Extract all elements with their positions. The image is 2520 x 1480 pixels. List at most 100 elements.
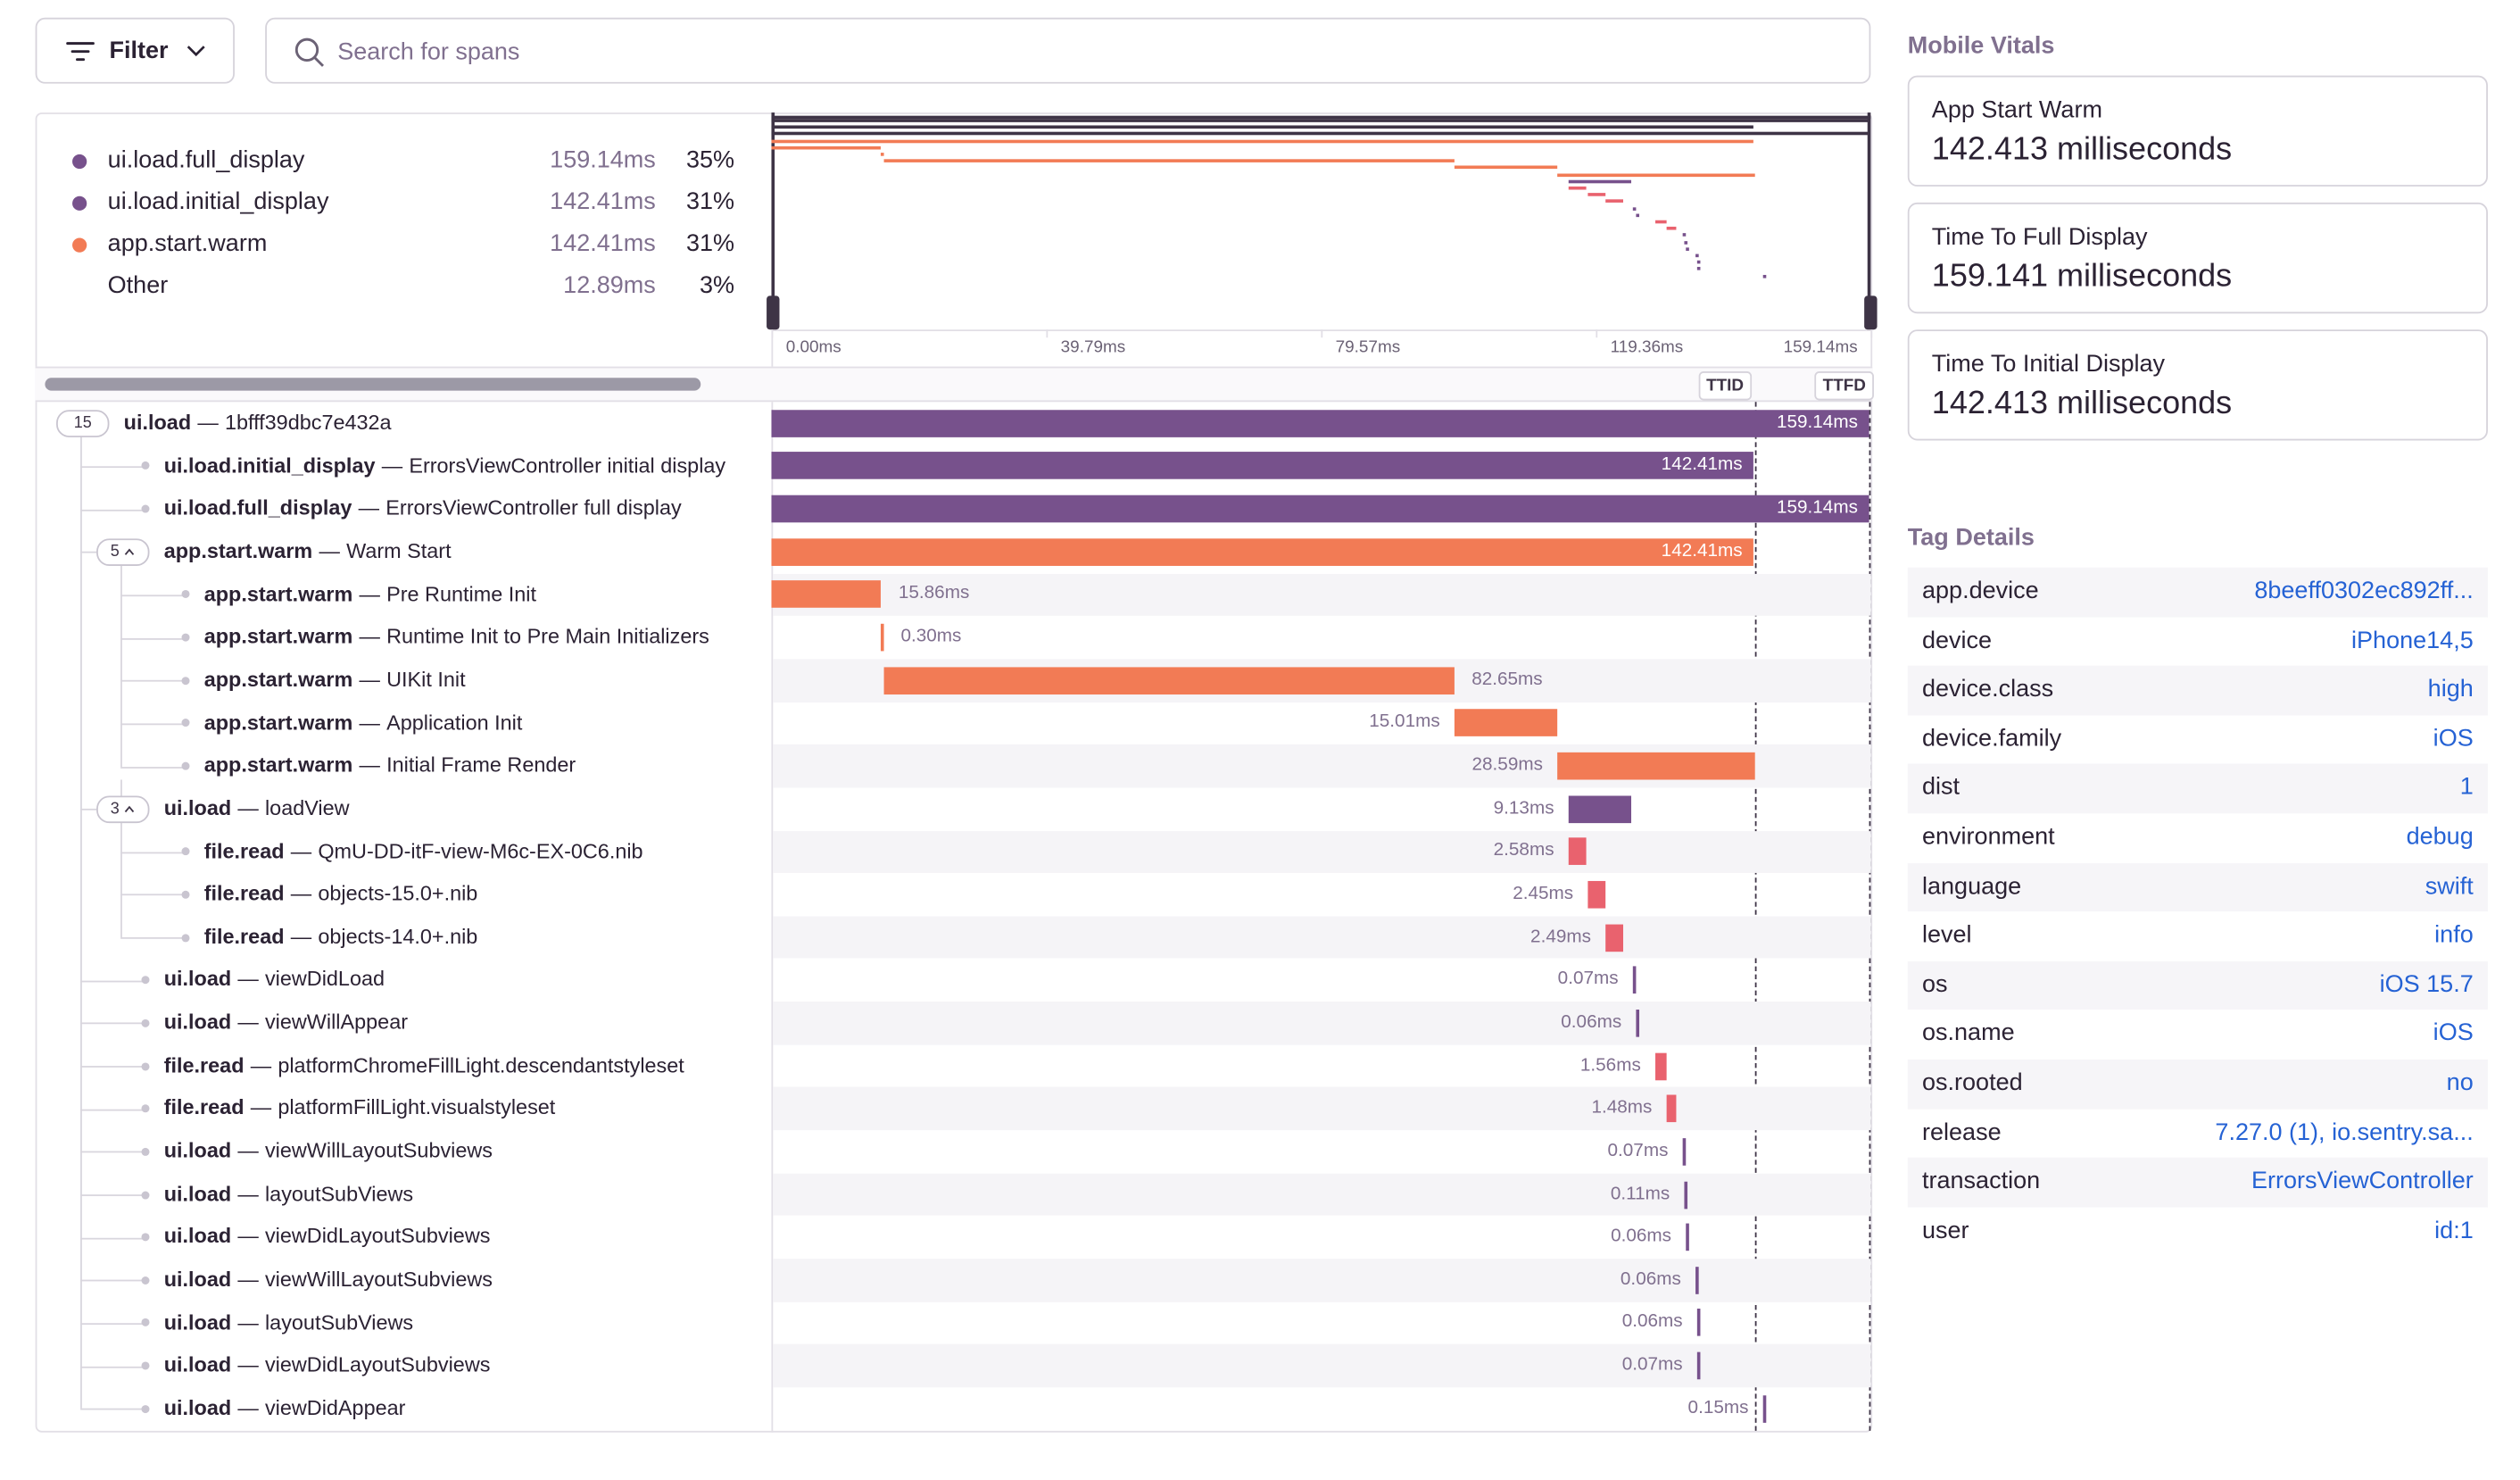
minimap-span xyxy=(1632,206,1636,211)
span-separator: — xyxy=(359,624,380,649)
minimap-handle[interactable] xyxy=(771,112,775,322)
minimap-span xyxy=(880,153,883,156)
tag-value[interactable]: 1 xyxy=(2459,773,2474,802)
tag-value[interactable]: 7.27.0 (1), io.sentry.sa... xyxy=(2215,1118,2474,1146)
span-bar[interactable] xyxy=(880,623,883,652)
minimap[interactable] xyxy=(767,112,1878,332)
span-bar[interactable] xyxy=(1636,1009,1639,1037)
span-bar[interactable] xyxy=(1696,1351,1700,1380)
tree-branch xyxy=(120,766,186,769)
span-bar[interactable] xyxy=(771,580,882,609)
span-bar[interactable] xyxy=(1568,837,1587,866)
span-label[interactable]: ui.load — viewWillLayoutSubviews xyxy=(164,1130,493,1173)
span-label[interactable]: app.start.warm — Application Init xyxy=(204,702,523,744)
count-badge[interactable]: 5 xyxy=(96,538,150,567)
span-op: ui.load xyxy=(163,1395,232,1420)
row-stripe xyxy=(773,1259,1871,1302)
span-bar[interactable] xyxy=(1632,966,1636,994)
span-label[interactable]: ui.load.full_display — ErrorsViewControlle… xyxy=(164,487,682,530)
span-bar[interactable] xyxy=(1696,1309,1700,1337)
span-bar[interactable] xyxy=(771,537,1754,566)
span-bar[interactable] xyxy=(771,452,1754,480)
tag-value[interactable]: id:1 xyxy=(2434,1216,2474,1244)
span-bar[interactable] xyxy=(1655,1052,1667,1080)
span-label[interactable]: ui.load — viewDidLoad xyxy=(164,959,385,1002)
search-input[interactable]: Search for spans xyxy=(265,17,1871,84)
search-placeholder: Search for spans xyxy=(337,38,520,66)
section-title: Tag Details xyxy=(1907,524,2035,552)
tag-value[interactable]: iOS xyxy=(2433,1019,2474,1048)
tag-value[interactable]: debug xyxy=(2406,823,2474,851)
tree-dot xyxy=(141,1361,150,1370)
span-label[interactable]: app.start.warm — UIKit Init xyxy=(204,659,466,702)
span-label[interactable]: file.read — objects-14.0+.nib xyxy=(204,916,478,959)
span-bar[interactable] xyxy=(1605,923,1623,952)
span-label[interactable]: app.start.warm — Warm Start xyxy=(164,530,452,573)
span-bar[interactable] xyxy=(1686,1223,1688,1251)
count-label: 5 xyxy=(110,544,120,562)
span-separator: — xyxy=(250,1052,272,1077)
duration-label: 142.41ms xyxy=(1661,455,1743,476)
span-label[interactable]: ui.load — layoutSubViews xyxy=(164,1173,413,1216)
minimap-handle[interactable] xyxy=(1867,112,1871,322)
duration-label: 0.07ms xyxy=(1621,1355,1683,1376)
span-label[interactable]: app.start.warm — Initial Frame Render xyxy=(204,744,576,787)
span-label[interactable]: ui.load — viewWillAppear xyxy=(164,1002,408,1044)
minimap-grip[interactable] xyxy=(767,295,780,330)
span-label[interactable]: file.read — QmU-DD-itF-view-M6c-EX-0C6.nib xyxy=(204,830,643,873)
tag-value[interactable]: iOS 15.7 xyxy=(2379,970,2474,999)
tag-value[interactable]: info xyxy=(2434,921,2474,949)
tag-value[interactable]: 8beeff0302ec892ff... xyxy=(2254,577,2474,605)
tree-dot xyxy=(141,1318,150,1327)
span-label[interactable]: ui.load — loadView xyxy=(164,787,350,830)
span-bar[interactable] xyxy=(771,409,1869,437)
span-bar[interactable] xyxy=(771,495,1869,523)
span-bar[interactable] xyxy=(1666,1094,1678,1123)
span-label[interactable]: ui.load — viewDidAppear xyxy=(164,1387,406,1430)
tag-value[interactable]: iOS xyxy=(2433,724,2474,752)
count-badge[interactable]: 3 xyxy=(96,795,150,824)
span-label[interactable]: ui.load — viewDidLayoutSubviews xyxy=(164,1216,491,1259)
tree-dot xyxy=(181,590,190,599)
span-label[interactable]: app.start.warm — Pre Runtime Init xyxy=(204,573,536,616)
span-bar[interactable] xyxy=(1557,752,1755,780)
span-bar[interactable] xyxy=(1587,880,1605,909)
span-label[interactable]: file.read — platformChromeFillLight.descen… xyxy=(164,1044,684,1087)
span-description: platformFillLight.visualstyleset xyxy=(278,1095,556,1120)
span-label[interactable]: ui.load — viewDidLayoutSubviews xyxy=(164,1344,491,1387)
vital-card: Time To Full Display 159.141 milliseconds xyxy=(1907,202,2488,314)
span-separator: — xyxy=(358,495,380,520)
span-bar[interactable] xyxy=(1684,1180,1687,1209)
tag-value[interactable]: swift xyxy=(2425,872,2474,900)
span-label[interactable]: ui.load.initial_display — ErrorsViewContro… xyxy=(164,445,725,487)
minimap-span xyxy=(1695,254,1698,258)
span-bar[interactable] xyxy=(883,666,1455,694)
duration-label: 2.49ms xyxy=(1530,927,1591,947)
minimap-grip[interactable] xyxy=(1864,295,1878,330)
span-label[interactable]: ui.load —1bfff39dbc7e432a xyxy=(124,402,392,445)
span-op: ui.load xyxy=(163,1224,232,1249)
tick-line xyxy=(771,329,774,338)
filter-button[interactable]: Filter xyxy=(35,17,235,84)
span-bar[interactable] xyxy=(1682,1137,1686,1166)
scrollbar[interactable] xyxy=(45,378,701,391)
tag-value[interactable]: ErrorsViewController xyxy=(2251,1167,2474,1195)
vital-label: App Start Warm xyxy=(1931,96,2102,124)
count-badge[interactable]: 15 xyxy=(56,410,110,438)
span-bar[interactable] xyxy=(1762,1394,1766,1423)
span-description: layoutSubViews xyxy=(264,1310,414,1334)
tag-value[interactable]: no xyxy=(2446,1068,2474,1097)
span-bar[interactable] xyxy=(1454,709,1558,737)
tree-dot xyxy=(141,1019,150,1027)
span-bar[interactable] xyxy=(1568,794,1632,823)
span-label[interactable]: ui.load — viewWillLayoutSubviews xyxy=(164,1259,493,1301)
span-label[interactable]: file.read — objects-15.0+.nib xyxy=(204,873,478,916)
span-label[interactable]: ui.load — layoutSubViews xyxy=(164,1301,413,1344)
span-label[interactable]: app.start.warm — Runtime Init to Pre Main … xyxy=(204,616,709,659)
span-label[interactable]: file.read — platformFillLight.visualstyles… xyxy=(164,1087,556,1130)
span-bar[interactable] xyxy=(1695,1266,1698,1294)
tag-value[interactable]: iPhone14,5 xyxy=(2351,626,2474,654)
duration-label: 0.07ms xyxy=(1557,969,1619,990)
divider xyxy=(771,112,774,1433)
tag-value[interactable]: high xyxy=(2427,675,2474,703)
